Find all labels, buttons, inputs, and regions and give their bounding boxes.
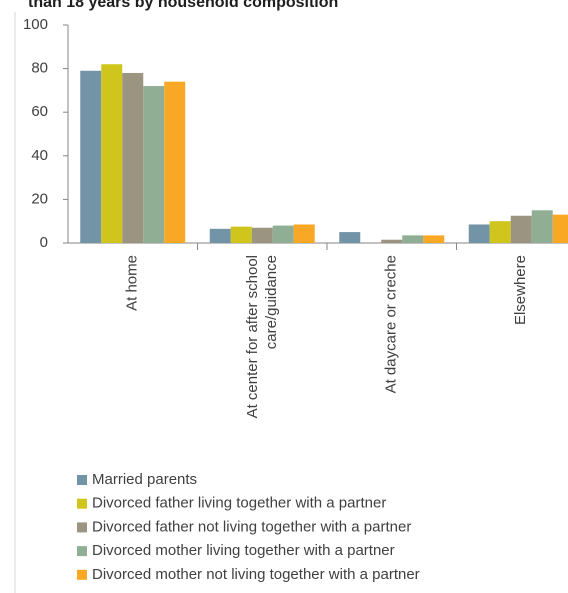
legend-swatch bbox=[77, 546, 87, 557]
bar bbox=[402, 235, 424, 243]
y-tick-label: 60 bbox=[31, 103, 48, 120]
bar bbox=[468, 224, 490, 243]
bar bbox=[510, 215, 532, 243]
x-tick-label: At daycare or creche bbox=[383, 255, 400, 393]
y-tick-label: 80 bbox=[31, 60, 48, 77]
chart-title: than 18 years by household composition bbox=[28, 0, 338, 11]
legend-label: Divorced mother not living together with… bbox=[92, 566, 420, 583]
y-tick-label: 20 bbox=[31, 190, 48, 207]
bar bbox=[552, 214, 568, 243]
bar bbox=[230, 226, 252, 243]
legend-swatch bbox=[77, 475, 87, 485]
bar bbox=[339, 232, 361, 243]
legend-swatch bbox=[77, 569, 87, 580]
bar bbox=[531, 210, 553, 243]
legend-label: Divorced father living together with a p… bbox=[92, 495, 386, 512]
y-tick-label: 40 bbox=[31, 147, 48, 164]
x-tick-label: At center for after school care/guidance bbox=[244, 255, 280, 418]
legend-label: Divorced father not living together with… bbox=[92, 518, 411, 535]
bar bbox=[293, 224, 315, 243]
bar bbox=[209, 228, 231, 243]
y-tick-label: 0 bbox=[40, 234, 48, 251]
bar bbox=[381, 239, 403, 243]
legend-swatch bbox=[77, 498, 87, 509]
bar bbox=[143, 86, 165, 243]
bar bbox=[272, 225, 294, 243]
bar bbox=[122, 72, 144, 244]
bar bbox=[423, 235, 445, 243]
legend-swatch bbox=[77, 522, 87, 533]
x-tick-label: Elsewhere bbox=[512, 255, 529, 325]
legend-label: Divorced mother living together with a p… bbox=[92, 542, 395, 559]
bar bbox=[101, 64, 123, 244]
x-tick-label: At home bbox=[124, 255, 141, 311]
bar bbox=[251, 227, 273, 243]
bar bbox=[489, 221, 511, 243]
bar bbox=[164, 81, 186, 244]
legend-label: Married parents bbox=[92, 471, 197, 488]
y-tick-label: 100 bbox=[23, 16, 48, 33]
bar bbox=[80, 70, 102, 243]
